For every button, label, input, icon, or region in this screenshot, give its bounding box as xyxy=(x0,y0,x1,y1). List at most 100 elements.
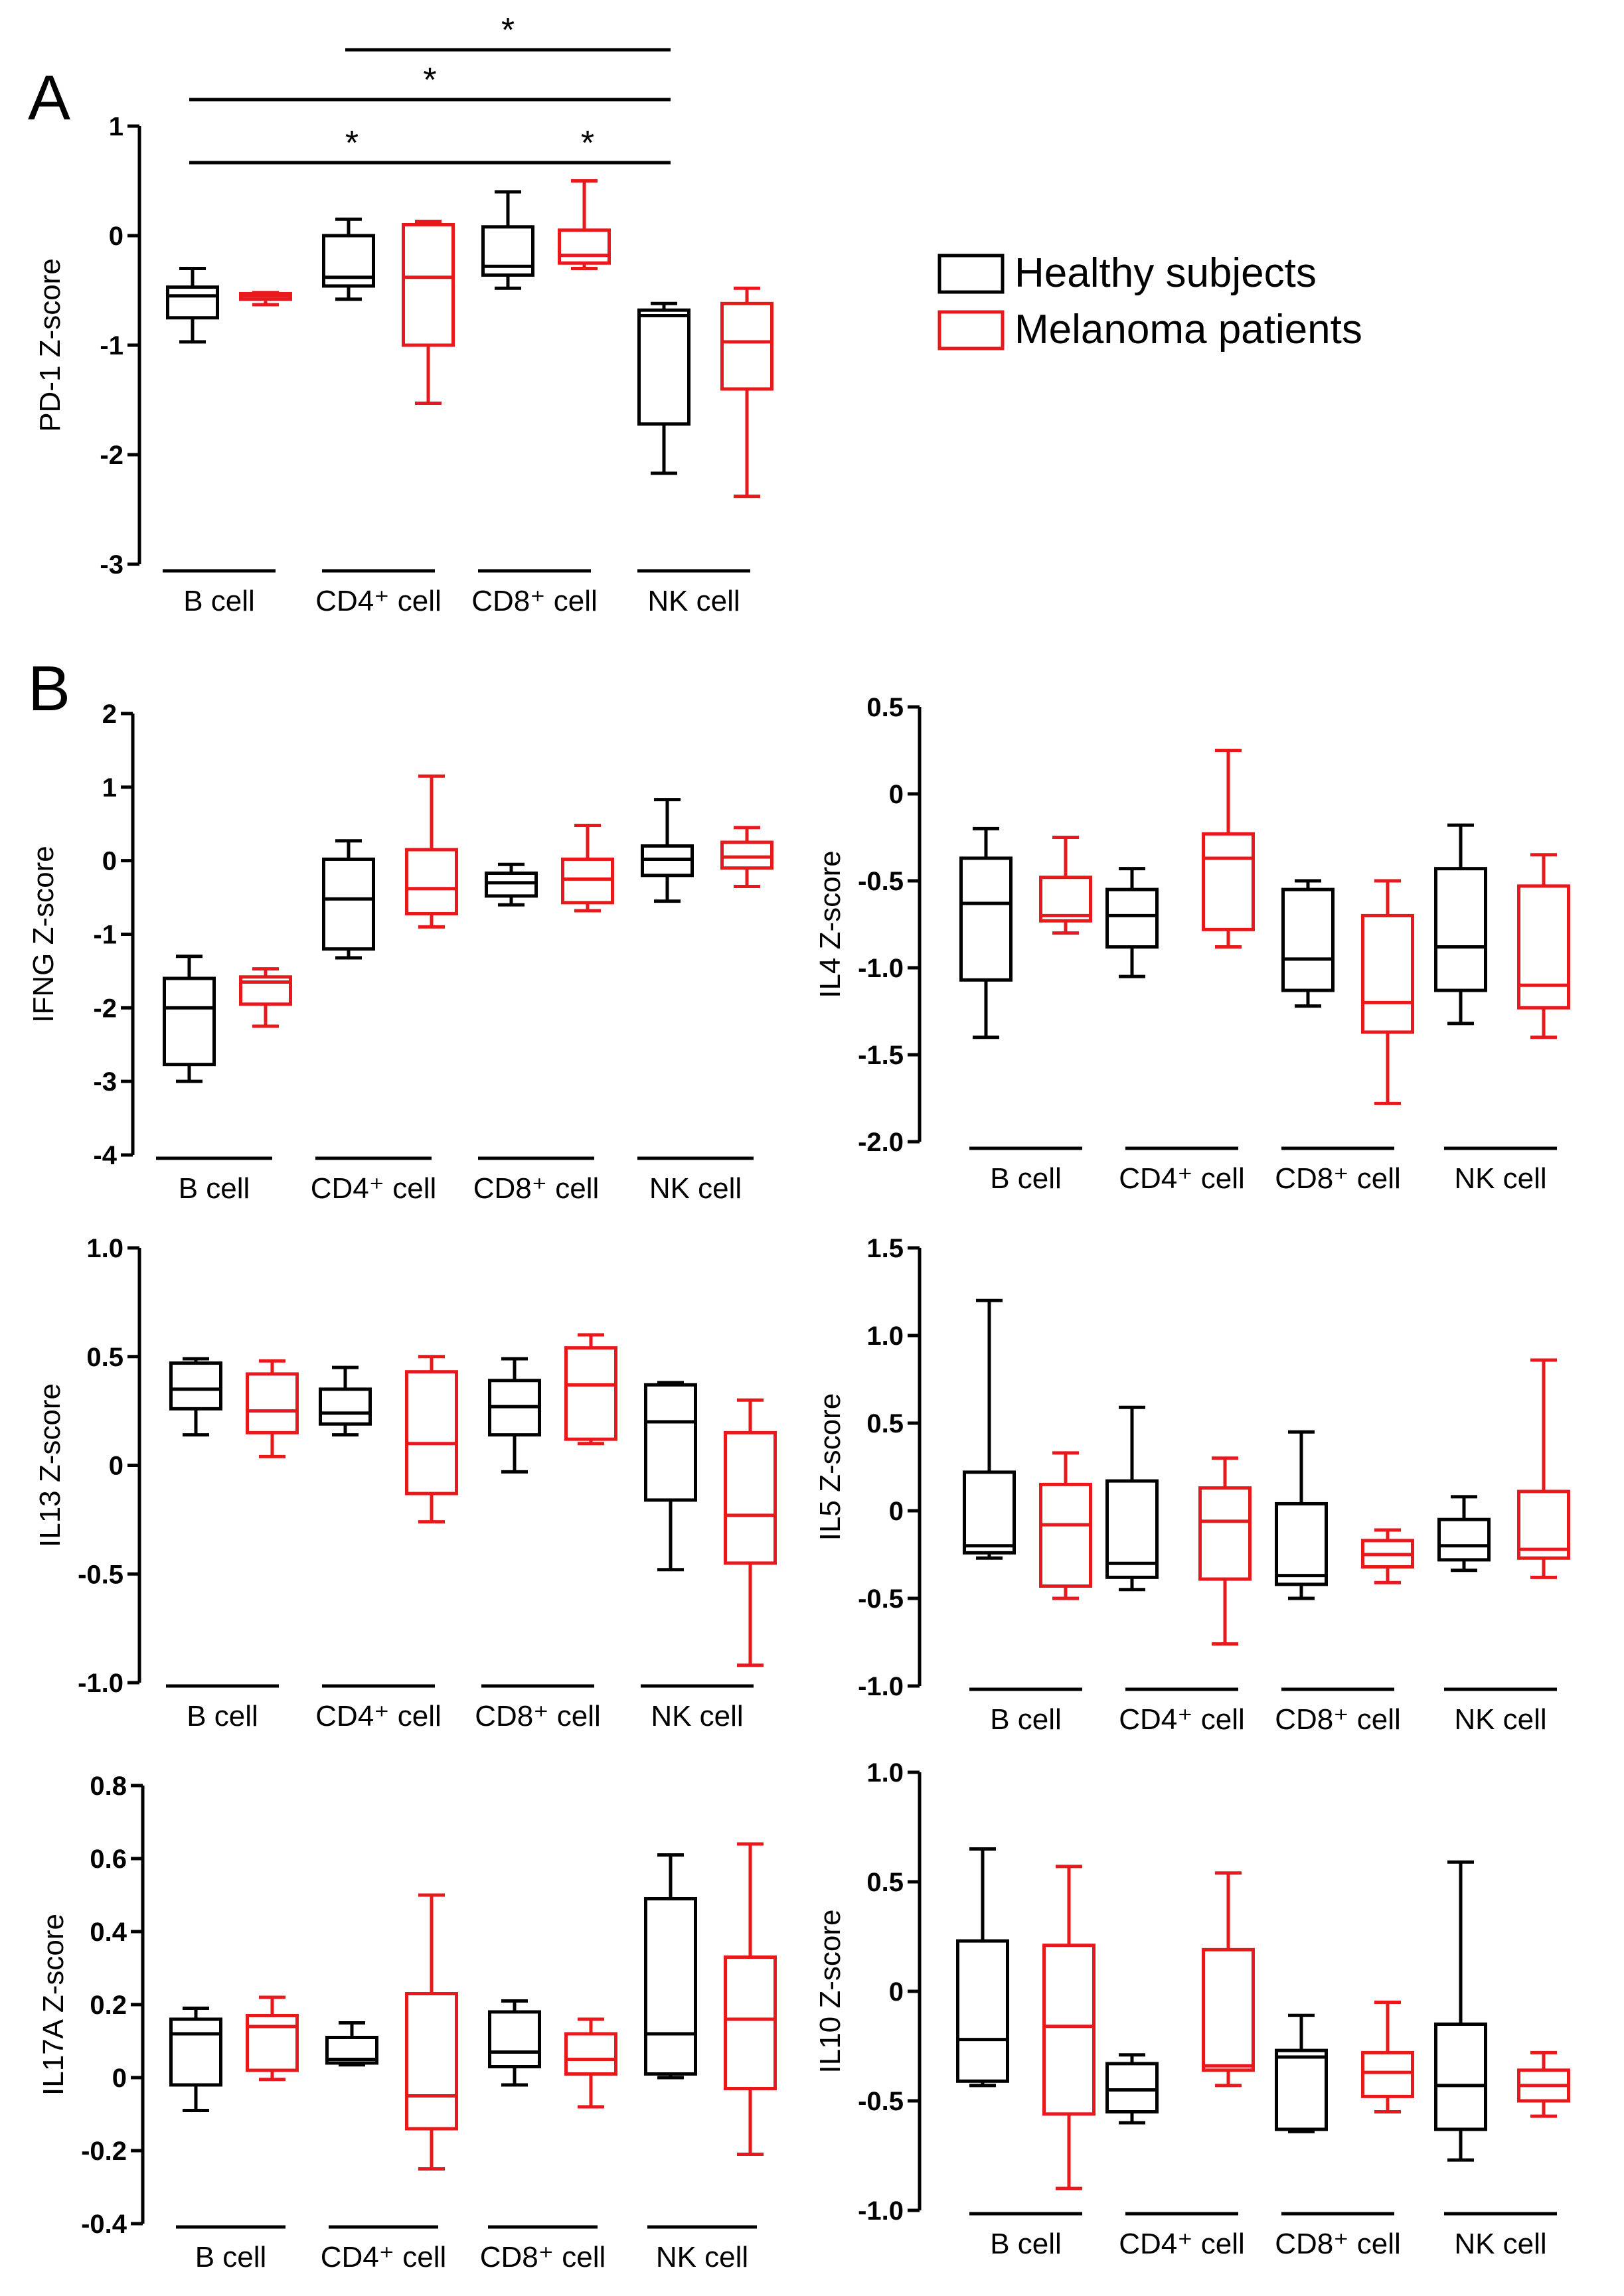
y-tick-label: -1.0 xyxy=(78,1669,123,1698)
charts: -3 -2 -1 0 1 PD-1 Z-score B cell CD4⁺ cell CD8⁺ … xyxy=(27,11,1570,2273)
category-label: B cell xyxy=(990,1162,1062,1195)
box-melanoma-2 xyxy=(564,1333,617,1446)
box-iqr xyxy=(1198,1486,1252,1581)
box-melanoma-3 xyxy=(1517,1358,1570,1579)
box-iqr xyxy=(488,2010,541,2068)
y-tick-label: 1.0 xyxy=(86,1234,123,1263)
box-healthy-1 xyxy=(322,839,375,960)
box-iqr xyxy=(322,234,375,288)
chart-il13-z-score: -1.0 -0.5 0 0.5 1.0 IL13 Z-score B cell CD4⁺ ce… xyxy=(34,1234,777,1732)
y-tick-label: -1.0 xyxy=(858,954,904,983)
box-iqr xyxy=(1434,2023,1487,2131)
y-tick-label: -2.0 xyxy=(858,1128,904,1157)
category-label: CD8⁺ cell xyxy=(471,585,598,617)
box-iqr xyxy=(169,2017,222,2087)
box-iqr xyxy=(169,1361,222,1411)
y-tick-label: -0.2 xyxy=(81,2137,127,2166)
box-iqr xyxy=(720,840,773,870)
category-label: B cell xyxy=(187,1700,258,1732)
box-iqr xyxy=(637,308,690,426)
box-healthy-1 xyxy=(325,2021,378,2067)
box-iqr xyxy=(1105,2062,1159,2113)
box-iqr xyxy=(246,1372,299,1434)
y-tick-label: 0.8 xyxy=(90,1772,127,1801)
category-label: NK cell xyxy=(1454,2228,1546,2260)
box-iqr xyxy=(1039,1482,1092,1588)
box-melanoma-2 xyxy=(561,823,614,913)
box-healthy-3 xyxy=(644,1853,697,2080)
box-iqr xyxy=(1517,1490,1570,1560)
y-tick-label: 0.6 xyxy=(90,1845,127,1874)
box-iqr xyxy=(405,848,458,915)
y-axis-label: PD-1 Z-score xyxy=(34,258,66,432)
box-healthy-0 xyxy=(959,826,1013,1039)
box-iqr xyxy=(720,301,773,391)
box-healthy-0 xyxy=(169,1357,222,1437)
box-iqr xyxy=(644,1383,697,1502)
panel-label-b: B xyxy=(28,653,70,724)
category-label: CD8⁺ cell xyxy=(1275,1162,1401,1195)
box-iqr xyxy=(1281,887,1335,992)
category-label: NK cell xyxy=(647,585,740,617)
box-iqr xyxy=(481,225,534,277)
category-label: CD4⁺ cell xyxy=(311,1172,437,1205)
y-tick-label: 0.5 xyxy=(86,1343,123,1372)
box-healthy-2 xyxy=(1281,879,1335,1008)
box-healthy-1 xyxy=(322,217,375,301)
category-label: B cell xyxy=(183,585,255,617)
box-melanoma-0 xyxy=(1039,1451,1092,1600)
category-label: CD4⁺ cell xyxy=(1119,2228,1245,2260)
y-tick-label: 1.0 xyxy=(866,1758,904,1788)
box-iqr xyxy=(561,857,614,905)
box-healthy-0 xyxy=(169,2007,222,2112)
y-tick-label: -3 xyxy=(93,1067,117,1097)
category-label: CD4⁺ cell xyxy=(321,2241,447,2273)
box-melanoma-0 xyxy=(239,967,292,1028)
box-iqr xyxy=(325,2036,378,2065)
box-iqr xyxy=(1361,913,1414,1034)
box-iqr xyxy=(322,857,375,951)
box-iqr xyxy=(1105,887,1159,949)
box-iqr xyxy=(1275,2048,1328,2131)
category-label: NK cell xyxy=(1454,1703,1546,1736)
chart-il5-z-score: -1.0 -0.5 0 0.5 1.0 1.5 IL5 Z-score B cell CD4⁺ … xyxy=(814,1234,1570,1736)
box-healthy-1 xyxy=(1105,1405,1159,1592)
chart-pd-1-z-score: -3 -2 -1 0 1 PD-1 Z-score B cell CD4⁺ cell CD8⁺ … xyxy=(34,11,773,617)
y-tick-label: 2 xyxy=(102,700,117,729)
category-label: CD4⁺ cell xyxy=(315,1700,442,1732)
box-iqr xyxy=(166,285,219,320)
category-label: B cell xyxy=(990,2228,1062,2260)
box-healthy-2 xyxy=(488,1999,541,2087)
box-healthy-1 xyxy=(319,1365,372,1437)
y-tick-label: -3 xyxy=(100,550,123,579)
significance-star: * xyxy=(345,124,359,163)
box-melanoma-3 xyxy=(724,1842,777,2156)
y-axis-label: IL10 Z-score xyxy=(814,1910,847,2074)
y-tick-label: 0 xyxy=(109,1452,123,1481)
category-label: CD8⁺ cell xyxy=(1275,2228,1401,2260)
y-axis-label: IL5 Z-score xyxy=(814,1393,847,1541)
box-iqr xyxy=(1361,2050,1414,2098)
box-melanoma-3 xyxy=(1517,853,1570,1039)
box-iqr xyxy=(558,228,611,265)
legend-swatch-melanoma xyxy=(937,310,1005,350)
category-label: B cell xyxy=(195,2241,267,2273)
box-iqr xyxy=(402,223,455,347)
y-tick-label: 0.5 xyxy=(866,693,904,722)
legend: Healthy subjects Melanoma patients xyxy=(937,250,1362,352)
box-iqr xyxy=(1275,1501,1328,1586)
category-label: CD4⁺ cell xyxy=(1119,1703,1245,1736)
y-tick-label: -0.5 xyxy=(78,1560,123,1589)
box-healthy-3 xyxy=(1434,823,1487,1026)
y-tick-label: -2 xyxy=(100,441,123,470)
category-label: NK cell xyxy=(651,1700,743,1732)
box-melanoma-1 xyxy=(405,1355,458,1524)
y-tick-label: -2 xyxy=(93,994,117,1023)
y-tick-label: -1 xyxy=(93,921,117,950)
box-melanoma-0 xyxy=(246,1995,299,2082)
box-iqr xyxy=(239,975,292,1006)
y-tick-label: -1.0 xyxy=(858,2196,904,2226)
chart-il10-z-score: -1.0 -0.5 0 0.5 1.0 IL10 Z-score B cell CD4⁺ ce… xyxy=(814,1758,1570,2260)
category-label: NK cell xyxy=(656,2241,748,2273)
y-tick-label: 0 xyxy=(889,1497,904,1526)
